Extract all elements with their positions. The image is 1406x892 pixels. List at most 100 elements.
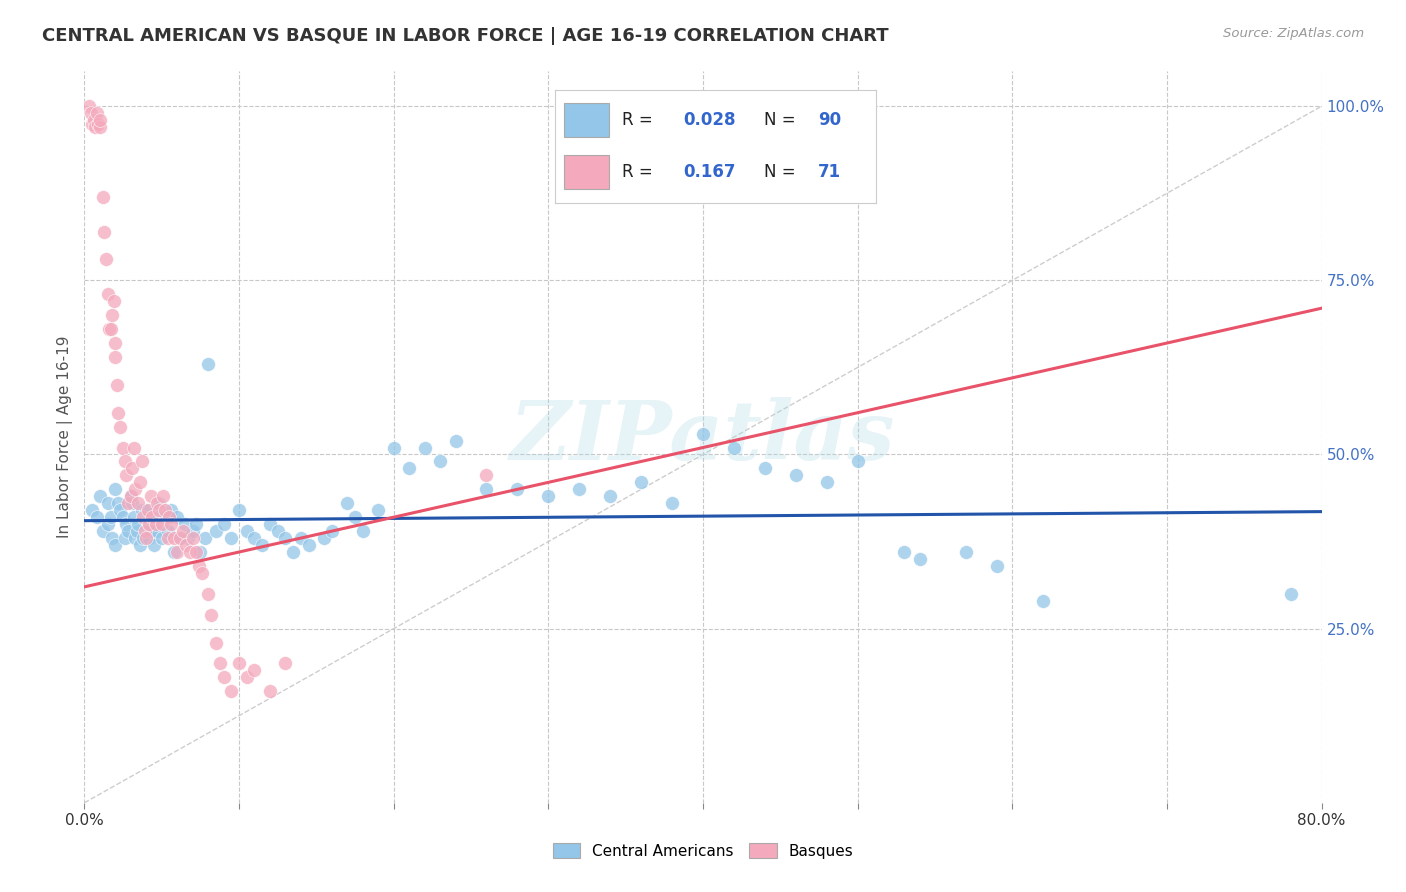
Point xyxy=(115,517,138,532)
Point xyxy=(181,524,204,538)
Point xyxy=(630,475,652,490)
Point xyxy=(135,503,157,517)
Point xyxy=(398,461,420,475)
Point xyxy=(84,120,107,134)
Point xyxy=(599,489,621,503)
Point xyxy=(344,510,367,524)
Point xyxy=(107,496,129,510)
Point xyxy=(108,419,131,434)
Point xyxy=(115,468,138,483)
Point xyxy=(82,503,104,517)
Point xyxy=(132,531,155,545)
Point xyxy=(135,531,157,545)
Point xyxy=(148,503,170,517)
Point xyxy=(121,496,143,510)
Point xyxy=(146,496,169,510)
Text: ZIPatlas: ZIPatlas xyxy=(510,397,896,477)
Point xyxy=(661,496,683,510)
Point xyxy=(221,684,243,698)
Point xyxy=(91,190,114,204)
Point xyxy=(148,496,170,510)
Point xyxy=(893,545,915,559)
Point xyxy=(114,531,136,545)
Point xyxy=(82,117,104,131)
Point xyxy=(125,524,148,538)
Point xyxy=(174,517,197,532)
Point xyxy=(259,517,281,532)
Point xyxy=(197,357,219,371)
Point xyxy=(283,545,305,559)
Point xyxy=(97,496,120,510)
Point xyxy=(145,517,167,532)
Point xyxy=(184,517,207,532)
Point xyxy=(122,441,145,455)
Point xyxy=(146,524,169,538)
Point xyxy=(336,496,359,510)
Point xyxy=(172,524,194,538)
Point xyxy=(108,503,131,517)
Point xyxy=(97,517,120,532)
Point xyxy=(475,468,498,483)
Point xyxy=(122,510,145,524)
Point xyxy=(205,524,228,538)
Point xyxy=(352,524,374,538)
Point xyxy=(104,483,127,497)
Point xyxy=(252,538,274,552)
Point xyxy=(112,441,135,455)
Point xyxy=(132,510,155,524)
Point xyxy=(243,664,266,678)
Point xyxy=(181,531,204,545)
Point xyxy=(156,524,179,538)
Point xyxy=(290,531,312,545)
Point xyxy=(200,607,222,622)
Point xyxy=(105,377,128,392)
Point xyxy=(83,113,105,128)
Point xyxy=(236,670,259,684)
Point xyxy=(692,426,714,441)
Point xyxy=(221,531,243,545)
Point xyxy=(100,510,122,524)
Point xyxy=(568,483,591,497)
Point xyxy=(169,531,191,545)
Point xyxy=(104,350,127,364)
Point xyxy=(138,517,160,532)
Point xyxy=(166,545,188,559)
Point xyxy=(156,531,179,545)
Point xyxy=(128,517,150,532)
Point xyxy=(114,454,136,468)
Point xyxy=(166,510,188,524)
Point xyxy=(475,483,498,497)
Point xyxy=(120,489,142,503)
Point xyxy=(104,538,127,552)
Point xyxy=(274,657,297,671)
Point xyxy=(86,510,108,524)
Point xyxy=(194,531,217,545)
Point xyxy=(785,468,807,483)
Point xyxy=(145,510,167,524)
Point xyxy=(129,538,152,552)
Point xyxy=(97,287,120,301)
Legend: Central Americans, Basques: Central Americans, Basques xyxy=(547,837,859,864)
Point xyxy=(537,489,560,503)
Point xyxy=(184,545,207,559)
Point xyxy=(986,558,1008,573)
Point xyxy=(139,524,162,538)
Point xyxy=(129,475,152,490)
Point xyxy=(160,503,183,517)
Point xyxy=(77,99,100,113)
Point xyxy=(177,531,200,545)
Point xyxy=(138,531,160,545)
Point xyxy=(955,545,977,559)
Point xyxy=(152,489,174,503)
Point xyxy=(101,308,124,322)
Point xyxy=(141,510,163,524)
Point xyxy=(908,552,931,566)
Point xyxy=(243,531,266,545)
Point xyxy=(205,635,228,649)
Point xyxy=(131,454,153,468)
Point xyxy=(103,294,125,309)
Point xyxy=(267,524,290,538)
Point xyxy=(153,510,176,524)
Point xyxy=(228,657,250,671)
Point xyxy=(89,120,111,134)
